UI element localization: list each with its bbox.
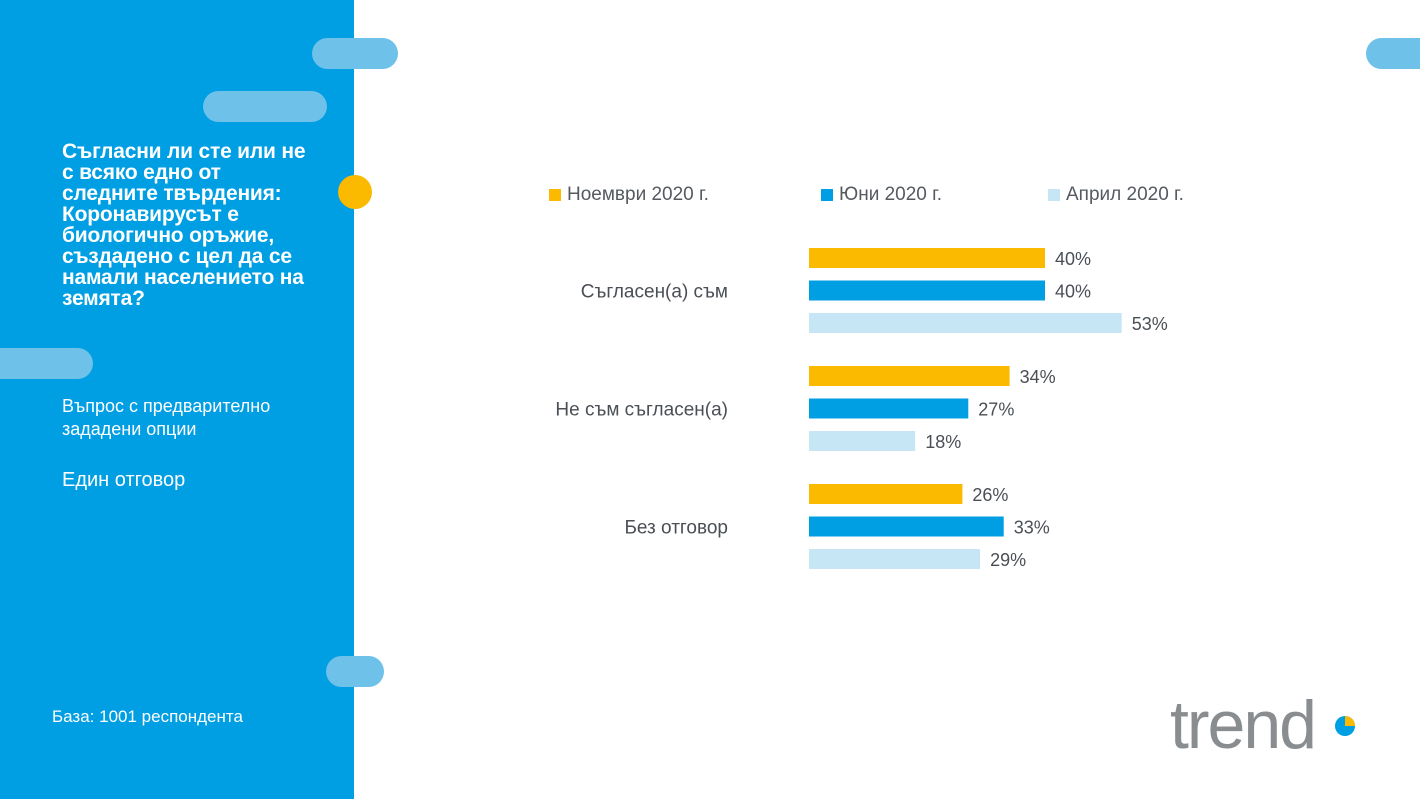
question-text: Съгласни ли сте или не с всяко едно от с…: [62, 140, 306, 310]
bar-value-label: 40%: [1055, 249, 1091, 269]
bar: [809, 431, 916, 451]
bar-value-label: 29%: [990, 550, 1026, 570]
decor-pill: [312, 38, 398, 69]
bar: [809, 516, 1004, 537]
bar-value-label: 27%: [978, 400, 1014, 420]
legend-item-june: Юни 2020 г.: [821, 184, 942, 206]
bar-value-label: 40%: [1055, 282, 1091, 302]
bar: [809, 280, 1045, 301]
chart-legend: Ноември 2020 г. Юни 2020 г. Април 2020 г…: [0, 184, 1420, 210]
legend-label: Април 2020 г.: [1066, 184, 1184, 205]
category-label: Съгласен(а) съм: [581, 282, 728, 303]
bar: [809, 484, 963, 504]
bar: [809, 313, 1122, 333]
sidebar-panel: [0, 0, 354, 799]
legend-swatch: [1048, 189, 1060, 201]
decor-pill: [0, 348, 93, 379]
bar: [809, 248, 1045, 268]
decor-pill: [1366, 38, 1420, 69]
category-label: Без отговор: [624, 518, 728, 539]
logo-text: trend: [1170, 687, 1315, 756]
legend-swatch: [549, 189, 561, 201]
bar-value-label: 33%: [1014, 518, 1050, 538]
category-label: Не съм съгласен(а): [555, 400, 728, 421]
legend-label: Ноември 2020 г.: [567, 184, 709, 205]
legend-label: Юни 2020 г.: [839, 184, 943, 205]
legend-swatch: [821, 189, 833, 201]
trend-logo: trend: [1170, 687, 1355, 756]
bar-value-label: 26%: [972, 485, 1008, 505]
legend-item-april: Април 2020 г.: [1048, 184, 1184, 206]
decor-pill: [326, 656, 384, 687]
bar-value-label: 34%: [1020, 367, 1056, 387]
bar-value-label: 53%: [1132, 314, 1168, 334]
decor-dot: [338, 175, 372, 209]
answer-type-text: Един отговор: [62, 469, 186, 491]
logo-mark-yellow: [1345, 716, 1355, 726]
bar: [809, 398, 969, 419]
decor-pill: [203, 91, 327, 122]
sample-base-text: База: 1001 респондента: [52, 707, 243, 726]
legend-item-november: Ноември 2020 г.: [549, 184, 709, 206]
bar-value-label: 18%: [925, 432, 961, 452]
bar: [809, 549, 981, 569]
bar: [809, 366, 1010, 386]
question-type-text: Въпрос с предварително зададени опции: [62, 396, 271, 439]
